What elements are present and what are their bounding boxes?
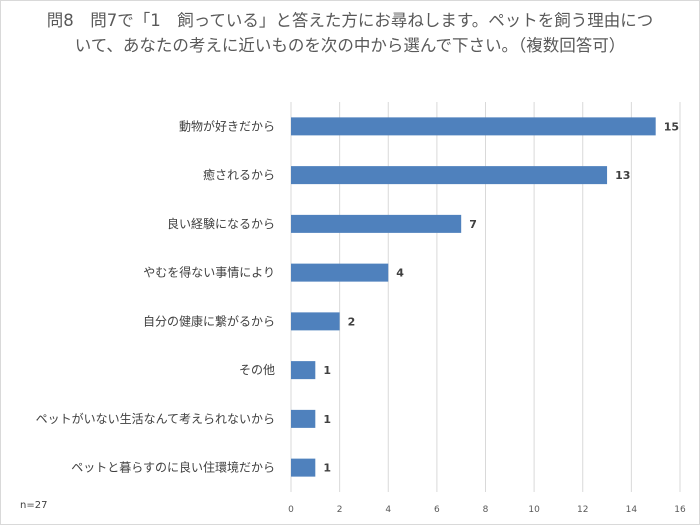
category-label-6: ペットがいない生活なんて考えられないから: [36, 411, 275, 426]
bar-5: [291, 361, 316, 380]
bar-7: [291, 458, 316, 477]
bar-6: [291, 409, 316, 428]
bar-4: [291, 312, 340, 331]
x-tick-label-2: 2: [337, 505, 343, 515]
bar-3: [291, 263, 389, 282]
data-label-0: 15: [664, 120, 679, 133]
sample-size-note: n=27: [20, 500, 48, 511]
x-tick-label-12: 12: [577, 505, 588, 515]
bar-2: [291, 214, 462, 233]
category-label-4: 自分の健康に繋がるから: [143, 313, 275, 328]
category-label-1: 癒されるから: [203, 167, 275, 182]
x-tick-label-0: 0: [288, 505, 294, 515]
category-label-5: その他: [239, 363, 275, 377]
category-label-3: やむを得ない事情により: [143, 265, 275, 280]
x-tick-label-14: 14: [626, 505, 638, 515]
data-label-7: 1: [323, 462, 331, 475]
bar-1: [291, 166, 608, 185]
data-label-1: 13: [615, 169, 630, 182]
category-label-7: ペットと暮らすのに良い住環境だから: [71, 460, 275, 475]
data-label-4: 2: [348, 315, 356, 328]
x-tick-label-10: 10: [528, 505, 540, 515]
category-label-0: 動物が好きだから: [179, 118, 275, 133]
x-tick-label-4: 4: [385, 505, 391, 515]
data-label-6: 1: [323, 413, 331, 426]
x-tick-label-8: 8: [483, 505, 489, 515]
x-tick-label-6: 6: [434, 505, 440, 515]
chart-title: 問8 問7で「1 飼っている」と答えた方にお尋ねします。ペットを飼う理由について…: [46, 11, 654, 55]
x-tick-label-16: 16: [674, 505, 686, 515]
data-label-3: 4: [396, 267, 404, 280]
data-label-5: 1: [323, 364, 331, 377]
category-label-2: 良い経験になるから: [167, 216, 275, 231]
data-label-2: 7: [469, 218, 477, 231]
bar-0: [291, 117, 656, 136]
